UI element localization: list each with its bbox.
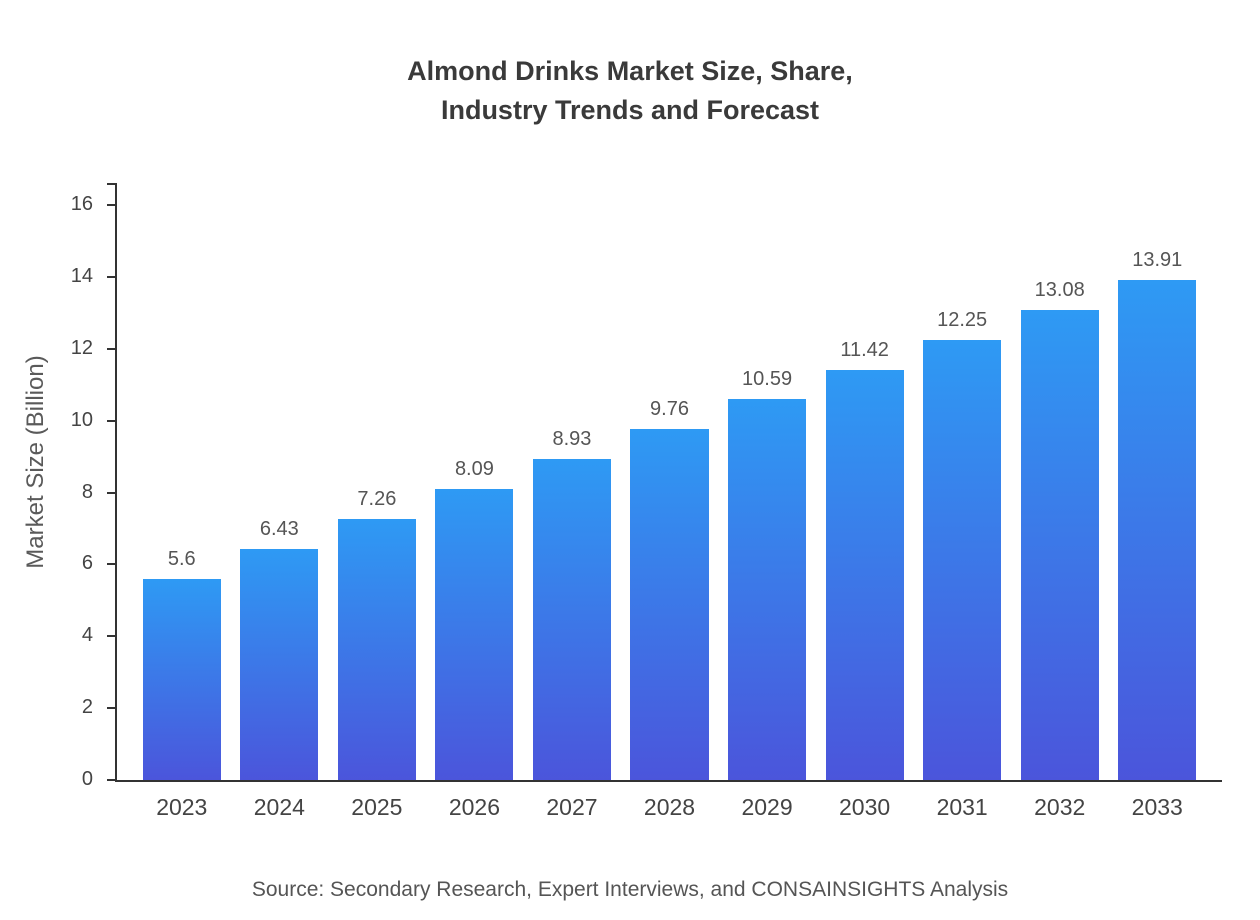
bar-slot: 11.42 2030 (816, 183, 914, 820)
y-tick-label: 16 (70, 193, 93, 215)
bar (1118, 280, 1197, 780)
bar (142, 578, 221, 780)
x-tick-label: 2026 (448, 794, 500, 820)
chart-title-line-1: Almond Drinks Market Size, Share, (407, 56, 853, 86)
bar-value-label: 6.43 (259, 517, 299, 540)
plot-area: 5.6 2023 6.43 2024 7.26 2025 8.09 2026 8.93 2027 9… (71, 183, 1222, 820)
bar-slot: 8.93 2027 (523, 183, 621, 820)
y-tick-label: 6 (81, 552, 93, 575)
y-tick-label: 4 (81, 624, 93, 647)
y-tick-label: 14 (70, 264, 93, 287)
bar-value-label: 11.42 (840, 338, 889, 361)
bar-slot: 12.25 2031 (913, 183, 1011, 820)
y-tick-label: 10 (70, 408, 93, 431)
bar-slot: 8.09 2026 (426, 183, 524, 820)
bar-value-label: 12.25 (937, 308, 988, 331)
bar-value-label: 13.91 (1132, 249, 1183, 272)
bar (825, 369, 904, 780)
bar-slot: 13.91 2033 (1108, 183, 1206, 820)
y-tick-mark (107, 347, 116, 350)
x-tick-label: 2031 (936, 794, 988, 820)
bar-value-label: 8.09 (454, 458, 494, 481)
y-tick-label: 12 (70, 336, 93, 359)
bar-slot: 5.6 2023 (133, 183, 231, 820)
bar-value-label: 8.93 (552, 428, 592, 451)
y-tick-mark (107, 563, 116, 566)
bar (435, 489, 514, 780)
bar (728, 399, 807, 780)
y-tick-mark (107, 707, 116, 710)
x-tick-label: 2032 (1034, 794, 1086, 820)
bar-value-label: 10.59 (742, 368, 793, 391)
bar-slot: 7.26 2025 (328, 183, 426, 820)
x-tick-label: 2029 (741, 794, 793, 820)
source-text: Source: Secondary Research, Expert Inter… (251, 878, 1009, 901)
bar-value-label: 9.76 (650, 398, 689, 421)
bar-value-label: 13.08 (1034, 278, 1085, 301)
y-axis-title: Market Size (Billion) (22, 355, 49, 569)
bar-slot: 13.08 2032 (1011, 183, 1109, 820)
bar-slot: 10.59 2029 (718, 183, 816, 820)
y-tick-mark (107, 635, 116, 638)
y-tick-mark (107, 204, 116, 206)
bar (240, 548, 319, 780)
y-tick-mark (107, 275, 116, 278)
bar-slot: 9.76 2028 (621, 183, 719, 820)
y-tick-mark (107, 491, 116, 494)
x-tick-label: 2027 (546, 794, 598, 820)
bar (1020, 309, 1099, 780)
y-tick-label: 0 (81, 768, 93, 790)
bar (923, 339, 1002, 780)
y-tick-label: 2 (81, 696, 93, 719)
x-tick-label: 2025 (351, 794, 403, 820)
bars-container: 5.6 2023 6.43 2024 7.26 2025 8.09 2026 8.93 2027 9… (117, 183, 1222, 820)
x-tick-label: 2033 (1131, 794, 1183, 820)
x-tick-label: 2024 (253, 794, 305, 820)
bar (532, 459, 611, 780)
y-tick-label: 8 (81, 480, 93, 503)
bar (337, 519, 416, 780)
bar-value-label: 7.26 (357, 488, 397, 511)
x-tick-label: 2023 (156, 794, 208, 820)
y-tick-mark (107, 779, 116, 781)
y-axis-top-tick (107, 183, 116, 185)
y-tick-mark (107, 419, 116, 422)
bar-value-label: 5.6 (167, 547, 196, 570)
bar (630, 429, 709, 780)
chart-title: Almond Drinks Market Size, Share, Indust… (0, 52, 1260, 130)
bar-slot: 6.43 2024 (231, 183, 329, 820)
x-tick-label: 2028 (643, 794, 696, 820)
x-tick-label: 2030 (839, 794, 891, 820)
chart-title-line-2: Industry Trends and Forecast (440, 95, 820, 126)
